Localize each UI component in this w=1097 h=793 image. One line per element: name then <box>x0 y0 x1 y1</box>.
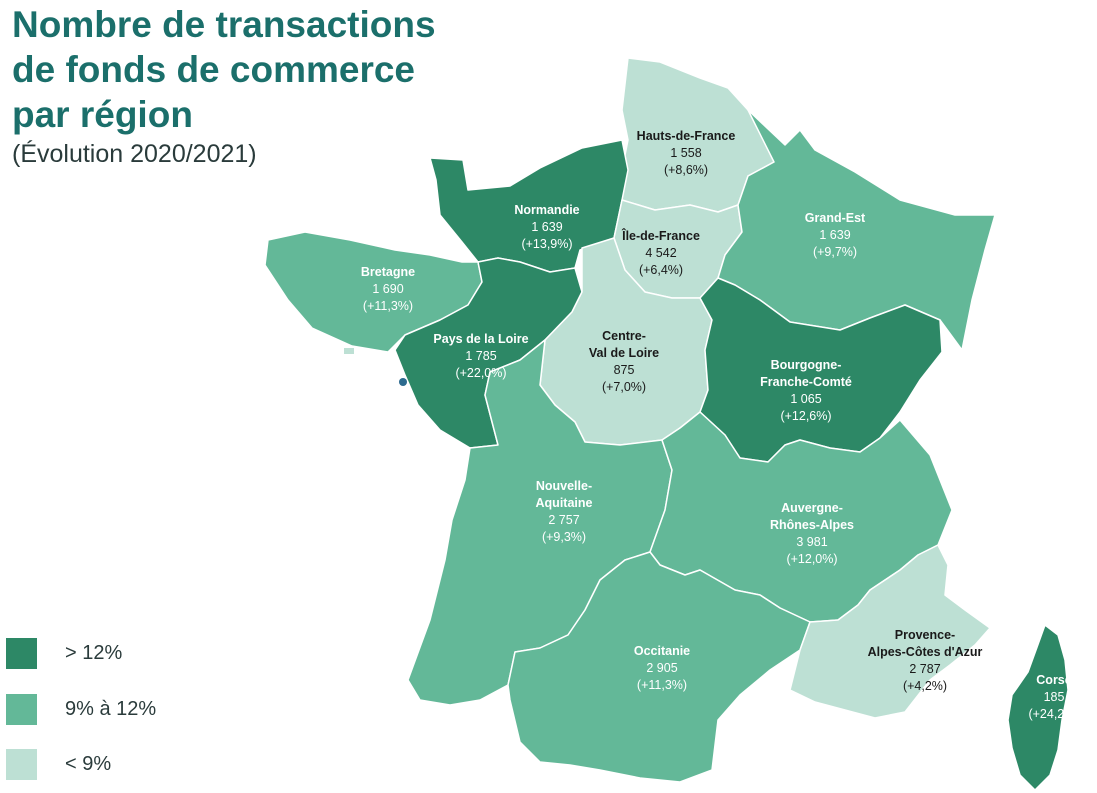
region-label-ile-de-france: Île-de-France 4 542 (+6,4%) <box>621 228 700 277</box>
page-subtitle: (Évolution 2020/2021) <box>12 140 257 168</box>
region-provence-alpes-cote-dazur <box>789 544 991 719</box>
region-shapes <box>264 57 1069 791</box>
region-label-hauts-de-france: Hauts-de-France 1 558 (+8,6%) <box>637 129 736 177</box>
title-line-1: Nombre de transactions <box>12 4 436 45</box>
region-name: Bretagne <box>361 265 415 279</box>
region-name: Corse <box>1036 673 1071 687</box>
region-name: Auvergne- <box>781 501 843 515</box>
region-labels: Hauts-de-France 1 558 (+8,6%) Normandie 1 63… <box>361 129 1080 721</box>
region-count: 4 542 <box>645 246 676 260</box>
region-change: (+11,3%) <box>363 299 413 313</box>
region-count: 2 787 <box>909 662 940 676</box>
region-change: (+24,2%) <box>1028 707 1079 721</box>
region-count: 1 558 <box>670 146 701 160</box>
region-label-occitanie: Occitanie 2 905 (+11,3%) <box>634 644 690 692</box>
legend-label-low: < 9% <box>65 752 112 775</box>
region-count: 1 639 <box>531 220 562 234</box>
region-change: (+22,0%) <box>455 366 506 380</box>
region-label-normandie: Normandie 1 639 (+13,9%) <box>514 203 579 251</box>
legend-swatch-high <box>6 637 37 669</box>
region-count: 1 785 <box>465 349 496 363</box>
title-line-3: par région <box>12 94 193 135</box>
region-label-bourgogne-franche-comte: Bourgogne- Franche-Comté 1 065 (+12,6%) <box>760 358 852 423</box>
legend-item-low: < 9% <box>6 747 111 781</box>
page-title: Nombre de transactions de fonds de comme… <box>12 2 532 137</box>
region-name: Occitanie <box>634 644 690 658</box>
region-label-provence-alpes-cote-dazur: Provence- Alpes-Côtes d'Azur 2 787 (+4,2%) <box>868 628 983 693</box>
region-count: 2 905 <box>646 661 677 675</box>
region-name: Nouvelle- <box>536 479 592 493</box>
region-name: Grand-Est <box>805 211 866 225</box>
region-name: Pays de la Loire <box>433 332 528 346</box>
legend-item-high: > 12% <box>6 636 122 670</box>
region-count: 185 <box>1044 690 1065 704</box>
region-label-centre-val-de-loire: Centre- Val de Loire 875 (+7,0%) <box>589 329 659 394</box>
region-name: Franche-Comté <box>760 375 852 389</box>
title-line-2: de fonds de commerce <box>12 49 416 90</box>
legend-label-mid: 9% à 12% <box>65 697 157 720</box>
region-corse <box>1007 624 1069 791</box>
region-count: 1 639 <box>819 228 850 242</box>
region-name: Centre- <box>602 329 646 343</box>
region-label-grand-est: Grand-Est 1 639 (+9,7%) <box>805 211 866 259</box>
region-change: (+4,2%) <box>903 679 947 693</box>
region-change: (+9,7%) <box>813 245 857 259</box>
region-label-nouvelle-aquitaine: Nouvelle- Aquitaine 2 757 (+9,3%) <box>536 479 593 544</box>
region-change: (+8,6%) <box>664 163 708 177</box>
region-name: Alpes-Côtes d'Azur <box>868 645 983 659</box>
region-count: 875 <box>614 363 635 377</box>
region-name: Val de Loire <box>589 346 659 360</box>
region-name: Provence- <box>895 628 955 642</box>
region-name: Rhônes-Alpes <box>770 518 854 532</box>
region-label-auvergne-rhone-alpes: Auvergne- Rhônes-Alpes 3 981 (+12,0%) <box>770 501 854 566</box>
region-name: Aquitaine <box>536 496 593 510</box>
region-change: (+7,0%) <box>602 380 646 394</box>
region-label-bretagne: Bretagne 1 690 (+11,3%) <box>361 265 415 313</box>
region-change: (+6,4%) <box>639 263 683 277</box>
region-label-pays-de-la-loire: Pays de la Loire 1 785 (+22,0%) <box>433 332 528 380</box>
legend-item-mid: 9% à 12% <box>6 692 156 726</box>
region-name: Normandie <box>514 203 579 217</box>
region-count: 1 690 <box>372 282 403 296</box>
legend-label-high: > 12% <box>65 641 123 664</box>
region-count: 2 757 <box>548 513 579 527</box>
legend-swatch-mid <box>6 693 37 725</box>
region-name: Bourgogne- <box>771 358 842 372</box>
region-change: (+12,0%) <box>786 552 837 566</box>
region-label-corse: Corse 185 (+24,2%) <box>1028 673 1079 721</box>
region-change: (+11,3%) <box>637 678 687 692</box>
region-count: 3 981 <box>796 535 827 549</box>
region-change: (+13,9%) <box>521 237 572 251</box>
region-name: Hauts-de-France <box>637 129 736 143</box>
region-change: (+9,3%) <box>542 530 586 544</box>
island-belle-ile <box>344 348 354 354</box>
legend-swatch-low <box>6 748 37 780</box>
region-name: Île-de-France <box>621 228 700 243</box>
region-change: (+12,6%) <box>780 409 831 423</box>
region-count: 1 065 <box>790 392 821 406</box>
island-marker <box>399 378 407 386</box>
